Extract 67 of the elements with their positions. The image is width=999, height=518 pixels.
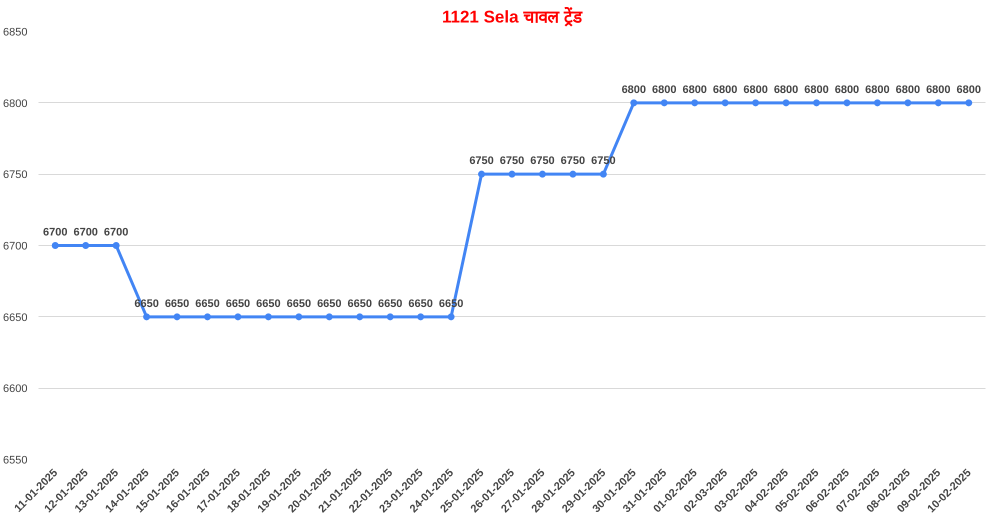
- point: [660, 99, 668, 106]
- point: [356, 313, 364, 320]
- point: [752, 99, 760, 106]
- data-label: 6800: [865, 84, 890, 96]
- data-label: 6750: [560, 155, 586, 168]
- y-tick-label: 6600: [3, 383, 28, 396]
- chart-title: 1121 Sela चावल ट्रेंड: [442, 6, 584, 26]
- data-label: 6800: [743, 84, 768, 96]
- y-tick-label: 6800: [3, 98, 28, 110]
- data-label: 6650: [256, 298, 281, 310]
- data-label: 6800: [896, 84, 920, 96]
- point: [204, 313, 211, 320]
- data-label: 6800: [926, 84, 951, 96]
- point: [813, 99, 820, 106]
- point: [143, 313, 150, 320]
- point: [569, 170, 576, 178]
- point: [904, 99, 912, 106]
- point: [264, 313, 272, 320]
- data-label: 6750: [500, 155, 524, 168]
- data-label: 6800: [682, 84, 707, 96]
- y-tick-label: 6750: [3, 169, 28, 182]
- data-label: 6700: [73, 226, 98, 238]
- point: [874, 99, 881, 106]
- data-label: 6650: [286, 298, 312, 310]
- data-label: 6800: [622, 84, 646, 96]
- data-label: 6700: [43, 226, 68, 238]
- data-label: 6650: [226, 298, 250, 310]
- data-label: 6800: [774, 84, 798, 96]
- point: [174, 313, 181, 320]
- point: [52, 242, 59, 249]
- data-label: 6650: [164, 298, 190, 310]
- data-label: 6800: [956, 84, 981, 96]
- data-label: 6750: [530, 155, 555, 168]
- data-label: 6650: [378, 298, 402, 310]
- point: [965, 99, 972, 106]
- point: [448, 313, 455, 320]
- point: [722, 99, 729, 106]
- point: [295, 313, 302, 320]
- point: [934, 99, 942, 106]
- y-tick-label: 6850: [3, 26, 28, 38]
- data-label: 6650: [348, 298, 372, 310]
- data-label: 6650: [408, 298, 433, 310]
- data-label: 6650: [195, 298, 220, 310]
- point: [478, 170, 486, 178]
- y-tick-label: 6650: [3, 312, 28, 324]
- point: [691, 99, 698, 106]
- data-label: 6800: [652, 84, 676, 96]
- point: [386, 313, 394, 320]
- y-tick-label: 6550: [3, 454, 28, 466]
- point: [538, 170, 546, 178]
- point: [112, 242, 120, 249]
- point: [630, 99, 638, 106]
- data-label: 6800: [712, 84, 738, 96]
- point: [326, 313, 333, 320]
- data-label: 6700: [104, 226, 128, 238]
- data-label: 6750: [469, 155, 494, 168]
- point: [600, 170, 607, 178]
- point: [234, 313, 242, 320]
- data-label: 6800: [804, 84, 829, 96]
- data-label: 6800: [834, 84, 860, 96]
- point: [82, 242, 90, 249]
- point: [782, 99, 790, 106]
- point: [843, 99, 850, 106]
- data-label: 6650: [317, 298, 342, 310]
- point: [508, 170, 516, 178]
- point: [417, 313, 424, 320]
- y-tick-label: 6700: [3, 240, 28, 252]
